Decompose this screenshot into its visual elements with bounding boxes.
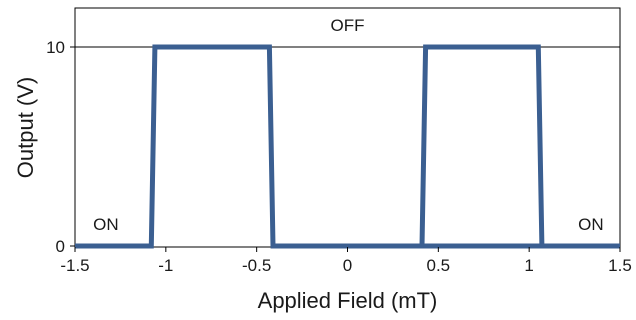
y-axis-title: Output (V): [13, 77, 38, 178]
x-tick-label: 0.5: [427, 256, 451, 275]
series-line-1: [75, 44, 620, 249]
annotation-label: OFF: [331, 16, 365, 35]
annotation-label: ON: [93, 215, 119, 234]
x-tick-label: -1.5: [60, 256, 89, 275]
x-tick-label: 0: [343, 256, 352, 275]
x-tick-label: -1: [158, 256, 173, 275]
y-tick-label: 0: [56, 237, 65, 256]
y-tick-label: 10: [46, 38, 65, 57]
annotation-label: ON: [578, 215, 604, 234]
annotations: ON OFF ON: [93, 16, 604, 234]
x-tick-label: 1.5: [608, 256, 632, 275]
series-group: [75, 44, 620, 249]
x-axis-title: Applied Field (mT): [258, 288, 438, 313]
x-axis-ticks: -1.5 -1 -0.5 0 0.5 1 1.5: [60, 247, 632, 275]
y-axis-ticks: 0 10: [46, 38, 75, 256]
x-tick-label: -0.5: [242, 256, 271, 275]
x-tick-label: 1: [524, 256, 533, 275]
